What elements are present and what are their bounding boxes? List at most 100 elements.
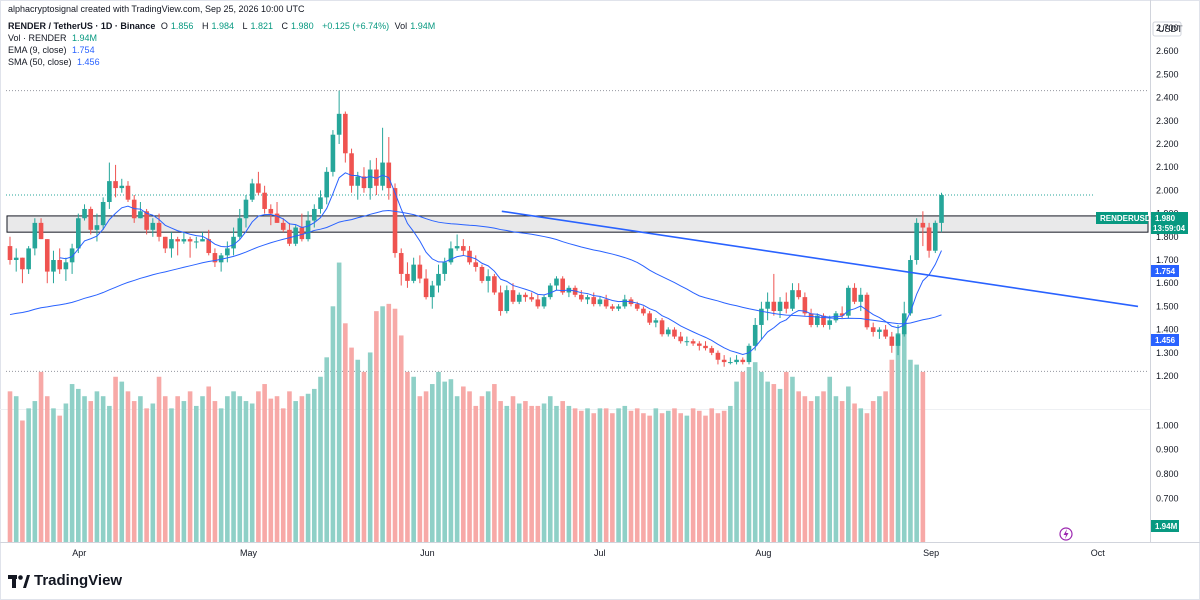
indicator-ema-value: 1.754 bbox=[72, 45, 95, 55]
symbol-pair[interactable]: RENDER / TetherUS · 1D · Binance bbox=[8, 21, 156, 31]
support-resistance-zone[interactable] bbox=[6, 215, 1149, 233]
time-axis[interactable]: Apr May Jun Jul Aug Sep Oct bbox=[72, 548, 1105, 558]
volume-bar bbox=[63, 403, 69, 542]
volume-bar bbox=[579, 410, 584, 542]
price-tick-label: 2.300 bbox=[1156, 116, 1179, 126]
volume-bar bbox=[398, 335, 404, 542]
candle bbox=[721, 355, 727, 367]
volume-bar bbox=[237, 396, 243, 542]
volume-bar bbox=[200, 396, 205, 542]
candle bbox=[821, 313, 826, 328]
indicator-ema[interactable]: EMA (9, close) 1.754 bbox=[8, 45, 98, 56]
candle bbox=[156, 213, 162, 242]
price-tick-label: 2.400 bbox=[1156, 93, 1179, 103]
time-tick-label: Aug bbox=[755, 548, 771, 558]
price-tick-label: 1.200 bbox=[1156, 371, 1179, 381]
volume-bar bbox=[647, 415, 652, 542]
candle bbox=[349, 148, 354, 193]
candle bbox=[57, 248, 62, 274]
candle bbox=[510, 283, 516, 305]
volume-bar bbox=[895, 333, 901, 542]
volume-bar bbox=[808, 401, 814, 542]
candle bbox=[125, 181, 131, 202]
volume-bar bbox=[355, 359, 361, 542]
volume-bar bbox=[889, 359, 895, 542]
volume-bar bbox=[13, 396, 19, 542]
volume-bar bbox=[100, 396, 106, 542]
volume-bar bbox=[740, 371, 746, 542]
price-tick-label: 1.700 bbox=[1156, 255, 1179, 265]
volume-bar bbox=[305, 393, 311, 542]
volume-bar bbox=[908, 359, 913, 542]
last-price-tag: RENDERUSDT 1.980 13:59:04 bbox=[1096, 212, 1188, 234]
candle bbox=[728, 357, 733, 365]
candle bbox=[262, 185, 267, 214]
candle bbox=[411, 257, 416, 284]
volume-bar bbox=[57, 415, 62, 542]
close-label: C bbox=[281, 21, 289, 31]
tradingview-logo[interactable]: TradingView bbox=[8, 572, 122, 589]
time-tick-label: May bbox=[240, 548, 258, 558]
candle bbox=[790, 283, 795, 312]
volume-bar bbox=[839, 401, 845, 542]
candle bbox=[107, 162, 112, 209]
volume-bar bbox=[138, 396, 143, 542]
candle bbox=[150, 218, 156, 237]
time-tick-label: Apr bbox=[72, 548, 86, 558]
candle bbox=[461, 239, 466, 256]
ema-9-line[interactable] bbox=[59, 172, 942, 355]
candle bbox=[752, 318, 758, 351]
candle bbox=[932, 220, 938, 254]
candle bbox=[523, 292, 528, 302]
lightning-icon[interactable] bbox=[1059, 527, 1073, 541]
volume-bar bbox=[684, 415, 690, 542]
sma-50-line[interactable] bbox=[9, 209, 942, 325]
candle bbox=[467, 246, 472, 265]
volume-bar bbox=[280, 408, 286, 542]
indicator-volume[interactable]: Vol · RENDER 1.94M bbox=[8, 33, 100, 44]
volume-bar bbox=[169, 408, 174, 542]
candle bbox=[243, 195, 249, 228]
indicator-sma[interactable]: SMA (50, close) 1.456 bbox=[8, 57, 103, 68]
volume-bar bbox=[641, 413, 646, 542]
symbol-tag-label: RENDERUSDT bbox=[1100, 214, 1156, 223]
volume-bar bbox=[231, 391, 236, 542]
change-value: +0.125 (+6.74%) bbox=[322, 21, 390, 31]
indicator-volume-name: Vol · RENDER bbox=[8, 33, 67, 43]
volume-tick-label: 0.800 bbox=[1156, 469, 1179, 479]
volume-bar bbox=[32, 401, 38, 542]
candle bbox=[436, 264, 441, 293]
candle bbox=[672, 327, 677, 339]
candle bbox=[541, 294, 547, 309]
symbol-legend[interactable]: RENDER / TetherUS · 1D · Binance O 1.856 … bbox=[8, 21, 441, 32]
volume-bar bbox=[827, 376, 833, 542]
volume-bar bbox=[783, 371, 789, 542]
volume-tag-value: 1.94M bbox=[1155, 522, 1178, 531]
candle bbox=[895, 324, 901, 356]
volume-bar bbox=[287, 391, 292, 542]
volume-bar bbox=[442, 381, 447, 542]
currency-label[interactable]: USDT bbox=[1158, 24, 1183, 34]
candle bbox=[815, 313, 820, 328]
indicator-ema-name: EMA (9, close) bbox=[8, 45, 67, 55]
candle bbox=[51, 250, 56, 284]
descending-trendline[interactable] bbox=[501, 210, 1139, 308]
volume-bar bbox=[256, 391, 261, 542]
candle bbox=[119, 178, 125, 193]
volume-bar bbox=[721, 410, 727, 542]
price-tick-label: 2.100 bbox=[1156, 162, 1179, 172]
volume-bar bbox=[374, 311, 379, 542]
volume-bar bbox=[268, 398, 274, 542]
volume-tick-label: 1.000 bbox=[1156, 420, 1179, 430]
volume-bar bbox=[485, 391, 491, 542]
candle bbox=[653, 318, 659, 328]
volume-bar bbox=[560, 401, 565, 542]
price-tick-label: 1.400 bbox=[1156, 325, 1179, 335]
price-axis[interactable]: 2.700 2.600 2.500 2.400 2.300 2.200 2.100 2.000… bbox=[1156, 23, 1179, 503]
volume-bar bbox=[597, 408, 603, 542]
volume-bar bbox=[473, 405, 479, 542]
candle bbox=[249, 178, 255, 202]
price-tick-label: 2.700 bbox=[1156, 23, 1179, 33]
candle bbox=[187, 236, 193, 258]
